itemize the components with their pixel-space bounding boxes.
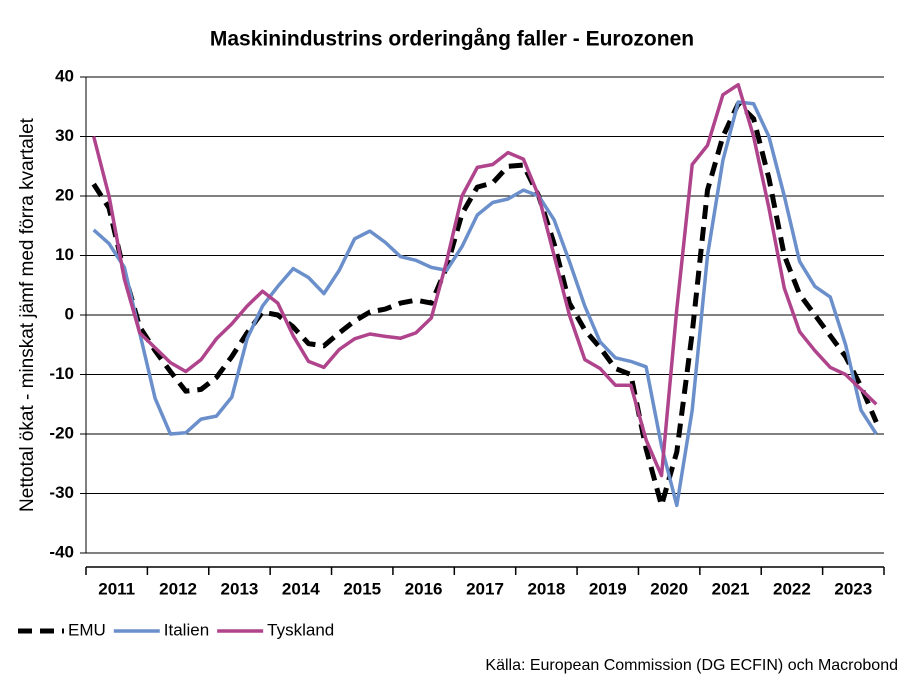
y-tick-label: 40 — [55, 66, 74, 85]
x-tick-label: 2014 — [282, 579, 320, 598]
y-tick-label: -20 — [49, 423, 74, 442]
y-tick-label: 0 — [65, 304, 74, 323]
y-tick-label: -40 — [49, 542, 74, 561]
x-tick-label: 2016 — [405, 579, 443, 598]
chart-title: Maskinindustrins orderingång faller - Eu… — [210, 28, 694, 51]
source: Källa: European Commission (DG ECFIN) oc… — [485, 657, 898, 674]
x-tick-label: 2023 — [834, 579, 872, 598]
y-tick-label: -10 — [49, 364, 74, 383]
x-tick-label: 2020 — [650, 579, 688, 598]
y-tick-label: 30 — [55, 126, 74, 145]
legend-label: Tyskland — [267, 620, 334, 639]
x-tick-label: 2017 — [466, 579, 504, 598]
x-tick-label: 2012 — [159, 579, 197, 598]
x-tick-label: 2021 — [712, 579, 750, 598]
series-line — [91, 101, 879, 508]
x-tick-label: 2015 — [343, 579, 381, 598]
y-axis-label: Nettotal ökat - minskat jämf med förra k… — [17, 117, 38, 512]
y-tick-label: 10 — [55, 245, 74, 264]
x-tick-label: 2013 — [221, 579, 259, 598]
x-tick-label: 2022 — [773, 579, 811, 598]
legend-label: Italien — [164, 620, 209, 639]
y-tick-label: -30 — [49, 483, 74, 502]
x-tick-label: 2019 — [589, 579, 627, 598]
legend-label: EMU — [68, 620, 106, 639]
x-tick-label: 2018 — [527, 579, 565, 598]
x-tick-label: 2011 — [98, 579, 135, 598]
series-line — [92, 82, 878, 478]
series-line — [92, 100, 878, 508]
y-tick-label: 20 — [55, 185, 74, 204]
